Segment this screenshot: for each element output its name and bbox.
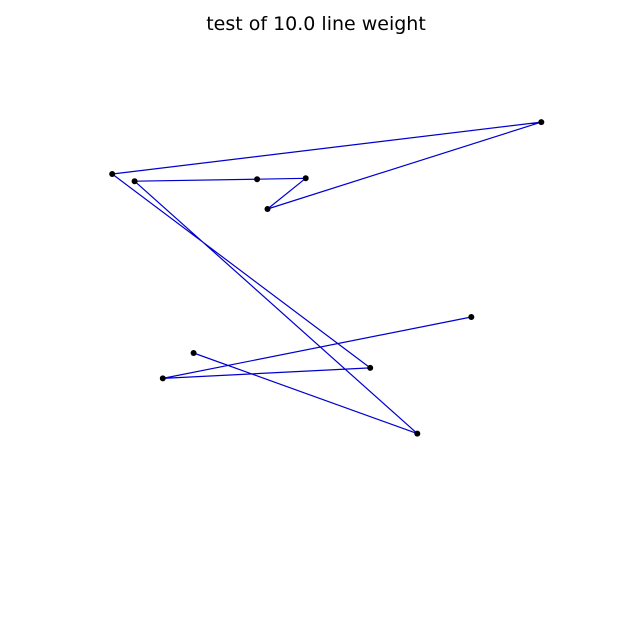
data-point [302, 175, 309, 182]
data-point [109, 171, 116, 177]
data-point [190, 350, 197, 356]
data-point [159, 375, 166, 382]
chart-title: test of 10.0 line weight [206, 13, 426, 35]
data-point [367, 364, 374, 371]
data-point [538, 119, 545, 126]
data-point [468, 314, 475, 320]
data-point [131, 178, 138, 185]
series-line [111, 121, 542, 435]
plot-area [109, 119, 545, 437]
data-point [414, 430, 421, 437]
data-point [264, 206, 271, 212]
data-point [254, 176, 261, 183]
